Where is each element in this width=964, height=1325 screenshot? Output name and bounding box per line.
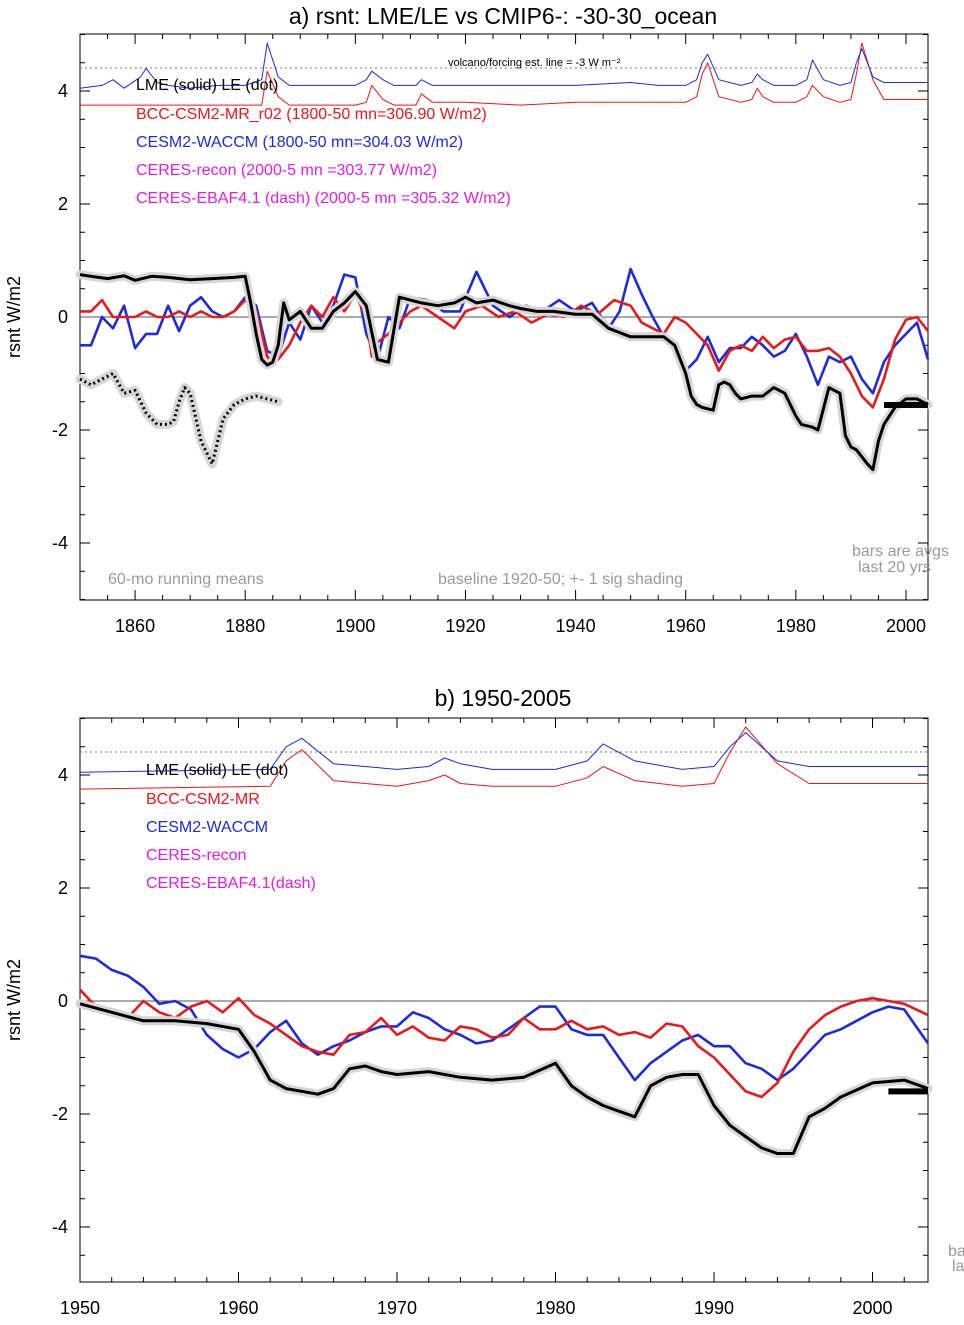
series-volcano-forcing-est-cesm-line: [79, 732, 928, 773]
x-tick-label: 1980: [776, 616, 816, 636]
y-tick-label: -4: [52, 1217, 68, 1237]
panel-a-series: [75, 42, 933, 475]
y-tick-label: 0: [58, 991, 68, 1011]
y-tick-label: 0: [58, 307, 68, 327]
panel-a-legend-bcc: BCC-CSM2-MR_r02 (1800-50 mn=306.90 W/m2): [136, 106, 487, 123]
panel-b-legend-cesm: CESM2-WACCM: [146, 819, 268, 836]
panel-a-y-label: rsnt W/m2: [4, 276, 24, 358]
panel-b-note-last20: la: [952, 1258, 964, 1275]
x-tick-label: 1990: [694, 1298, 734, 1318]
series-volcano-forcing-est-cesm-line: [79, 42, 928, 89]
panel-a-note-baseline: baseline 1920-50; +- 1 sig shading: [438, 571, 683, 588]
series-volcano-forcing-est-bcc-line: [79, 726, 928, 790]
y-tick-label: -2: [52, 420, 68, 440]
series-le-line: [79, 372, 279, 466]
panel-a: a) rsnt: LME/LE vs CMIP6-: -30-30_ocean …: [4, 3, 949, 636]
x-tick-label: 1960: [218, 1298, 258, 1318]
x-tick-label: 1860: [115, 616, 155, 636]
panel-b-x-ticks: 1950 1960 1970 1980 1990 2000: [60, 718, 905, 1318]
panel-a-legend-ceres-ebaf: CERES-EBAF4.1 (dash) (2000-5 mn =305.32 …: [136, 190, 511, 207]
x-tick-label: 1950: [60, 1298, 100, 1318]
series-cesm2-waccm-line: [79, 954, 930, 1082]
panel-a-lme-bar: [884, 402, 928, 408]
lme-last20-bar: [888, 1088, 928, 1095]
series-bcc-csm2-mr-line: [79, 988, 929, 1099]
y-tick-label: -4: [52, 533, 68, 553]
x-tick-label: 1980: [535, 1298, 575, 1318]
panel-a-note-bars: bars are avgs: [852, 543, 949, 560]
panel-b-bars: [888, 1088, 928, 1095]
series-lme-line: [79, 273, 929, 472]
series-volcano-forcing-est-bcc-line: [80, 42, 928, 106]
panel-a-legend-lme: LME (solid) LE (dot): [136, 77, 278, 94]
panel-b-note-bars: ba: [948, 1243, 964, 1260]
x-tick-label: 1960: [666, 616, 706, 636]
x-tick-label: 1900: [335, 616, 375, 636]
x-tick-label: 1940: [556, 616, 596, 636]
panel-b-series: [75, 726, 933, 1158]
panel-b-y-label: rsnt W/m2: [4, 959, 24, 1041]
panel-a-legend-cesm: CESM2-WACCM (1800-50 mn=304.03 W/m2): [136, 134, 463, 151]
y-tick-label: 4: [58, 765, 68, 785]
series-bcc-csm2-mr-r02-line: [80, 293, 930, 409]
y-tick-label: 2: [58, 194, 68, 214]
panel-a-legend-ceres-recon: CERES-recon (2000-5 mn =303.77 W/m2): [136, 162, 437, 179]
panel-b: b) 1950-2005 4 2 0 -2 -4 1950 1960 1970 1980 199…: [4, 685, 964, 1318]
x-tick-label: 2000: [852, 1298, 892, 1318]
panel-b-legend-ceres-ebaf: CERES-EBAF4.1(dash): [146, 875, 316, 892]
y-tick-label: 2: [58, 878, 68, 898]
panel-b-legend-ceres-recon: CERES-recon: [146, 847, 246, 864]
x-tick-label: 1920: [445, 616, 485, 636]
y-tick-label: -2: [52, 1104, 68, 1124]
x-tick-label: 1970: [377, 1298, 417, 1318]
series-le-shading: [75, 369, 283, 469]
panel-a-note-last20: last 20 yrs: [858, 559, 931, 576]
panel-b-legend-lme: LME (solid) LE (dot): [146, 762, 288, 779]
panel-a-note-running-mean: 60-mo running means: [108, 571, 264, 588]
panel-a-volcano-note: volcano/forcing est. line = -3 W m⁻²: [448, 57, 621, 69]
panel-b-title: b) 1950-2005: [435, 685, 572, 711]
panel-b-y-ticks: 4 2 0 -2 -4: [52, 718, 928, 1256]
series-cesm2-waccm-line: [80, 267, 930, 395]
panel-b-legend-bcc: BCC-CSM2-MR: [146, 791, 260, 808]
x-tick-label: 1880: [225, 616, 265, 636]
x-tick-label: 2000: [886, 616, 926, 636]
y-tick-label: 4: [58, 81, 68, 101]
series-lme-line: [79, 1002, 929, 1155]
panel-a-title: a) rsnt: LME/LE vs CMIP6-: -30-30_ocean: [289, 3, 717, 29]
panel-a-x-ticks: 1860 1880 1900 1920 1940 1960 1980 2000: [79, 34, 926, 636]
